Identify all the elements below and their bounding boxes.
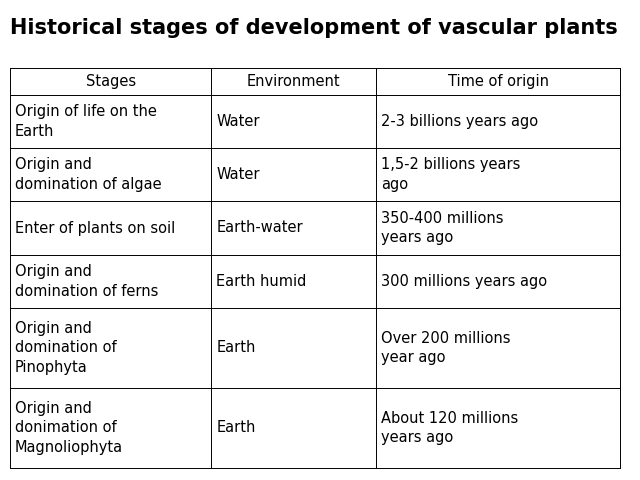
Text: Over 200 millions
year ago: Over 200 millions year ago bbox=[381, 331, 511, 365]
Text: About 120 millions
years ago: About 120 millions years ago bbox=[381, 410, 518, 445]
Text: Origin and
domination of ferns: Origin and domination of ferns bbox=[15, 264, 158, 299]
Text: Water: Water bbox=[216, 167, 260, 182]
Text: Stages: Stages bbox=[86, 74, 136, 89]
Text: 2-3 billions years ago: 2-3 billions years ago bbox=[381, 114, 538, 129]
Text: Historical stages of development of vascular plants: Historical stages of development of vasc… bbox=[10, 18, 618, 38]
Text: 1,5-2 billions years
ago: 1,5-2 billions years ago bbox=[381, 157, 520, 192]
Text: 350-400 millions
years ago: 350-400 millions years ago bbox=[381, 211, 504, 245]
Text: Origin of life on the
Earth: Origin of life on the Earth bbox=[15, 104, 157, 139]
Text: 300 millions years ago: 300 millions years ago bbox=[381, 274, 547, 289]
Text: Origin and
donimation of
Magnoliophyta: Origin and donimation of Magnoliophyta bbox=[15, 401, 123, 456]
Text: Earth-water: Earth-water bbox=[216, 220, 303, 236]
Text: Environment: Environment bbox=[247, 74, 340, 89]
Text: Enter of plants on soil: Enter of plants on soil bbox=[15, 220, 175, 236]
Text: Earth: Earth bbox=[216, 340, 255, 356]
Text: Origin and
domination of
Pinophyta: Origin and domination of Pinophyta bbox=[15, 321, 116, 375]
Text: Water: Water bbox=[216, 114, 260, 129]
Text: Origin and
domination of algae: Origin and domination of algae bbox=[15, 157, 162, 192]
Text: Earth: Earth bbox=[216, 420, 255, 435]
Text: Time of origin: Time of origin bbox=[447, 74, 548, 89]
Text: Earth humid: Earth humid bbox=[216, 274, 307, 289]
